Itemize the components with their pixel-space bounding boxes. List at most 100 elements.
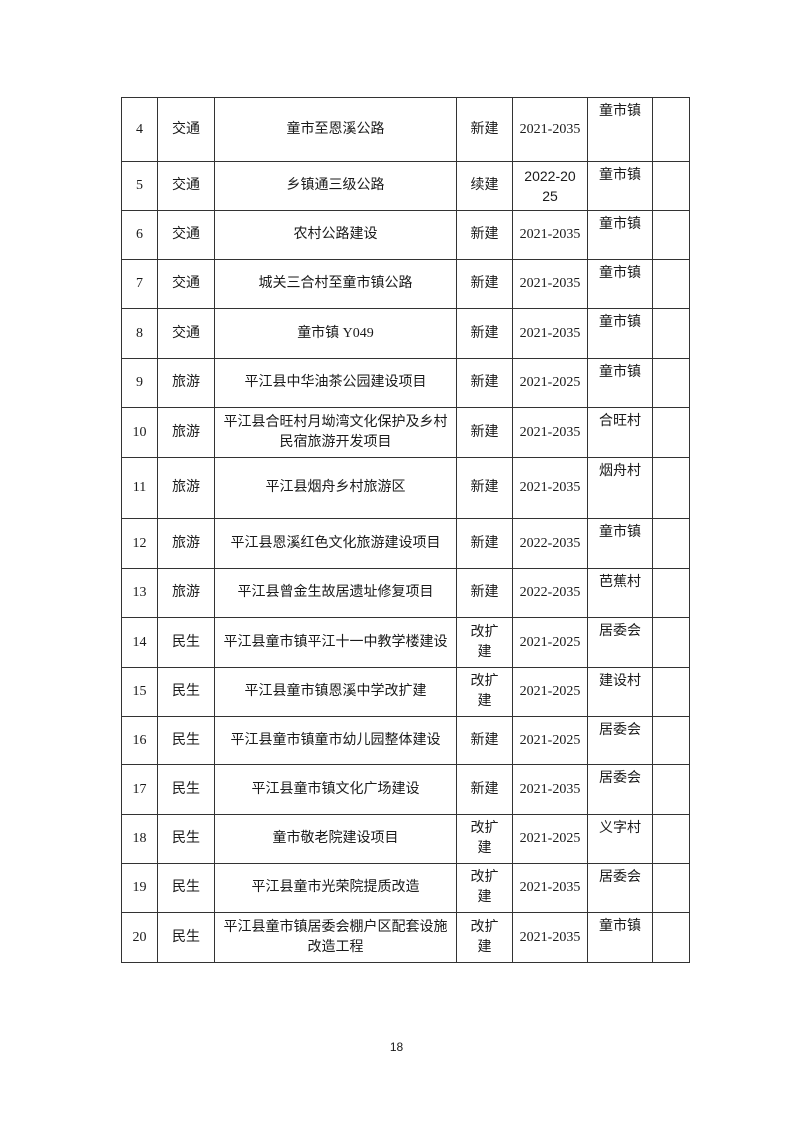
category-cell: 民生	[157, 912, 215, 963]
category-cell: 旅游	[157, 568, 215, 618]
location-cell: 童市镇	[587, 97, 653, 162]
location-cell: 芭蕉村	[587, 568, 653, 618]
project-name-cell: 平江县童市镇文化广场建设	[214, 764, 457, 815]
table-row: 10 旅游 平江县合旺村月坳湾文化保护及乡村民宿旅游开发项目 新建 2021-2035 合…	[121, 407, 690, 458]
period-cell: 2021-2025	[512, 716, 588, 765]
period-cell: 2021-2025	[512, 617, 588, 668]
location-cell: 合旺村	[587, 407, 653, 458]
note-cell	[652, 863, 690, 913]
note-cell	[652, 457, 690, 519]
project-name-cell: 城关三合村至童市镇公路	[214, 259, 457, 309]
category-cell: 民生	[157, 617, 215, 668]
category-cell: 民生	[157, 764, 215, 815]
location-cell: 童市镇	[587, 210, 653, 260]
construction-type-cell: 新建	[456, 97, 513, 162]
row-number: 14	[121, 617, 158, 668]
row-number: 15	[121, 667, 158, 717]
location-cell: 烟舟村	[587, 457, 653, 519]
row-number: 5	[121, 161, 158, 211]
category-cell: 旅游	[157, 457, 215, 519]
project-name-cell: 平江县童市镇居委会棚户区配套设施改造工程	[214, 912, 457, 963]
construction-type-cell: 改扩建	[456, 667, 513, 717]
project-name-cell: 平江县童市镇恩溪中学改扩建	[214, 667, 457, 717]
period-cell: 2021-2035	[512, 764, 588, 815]
row-number: 13	[121, 568, 158, 618]
row-number: 20	[121, 912, 158, 963]
period-cell: 2021-2025	[512, 814, 588, 864]
table-row: 7 交通 城关三合村至童市镇公路 新建 2021-2035 童市镇	[121, 259, 690, 309]
construction-type-cell: 新建	[456, 358, 513, 408]
row-number: 8	[121, 308, 158, 359]
note-cell	[652, 912, 690, 963]
construction-type-cell: 新建	[456, 308, 513, 359]
project-name-cell: 平江县中华油茶公园建设项目	[214, 358, 457, 408]
row-number: 18	[121, 814, 158, 864]
table-row: 15 民生 平江县童市镇恩溪中学改扩建 改扩建 2021-2025 建设村	[121, 667, 690, 717]
period-cell: 2021-2025	[512, 358, 588, 408]
row-number: 6	[121, 210, 158, 260]
table-row: 4 交通 童市至恩溪公路 新建 2021-2035 童市镇	[121, 97, 690, 162]
table-row: 14 民生 平江县童市镇平江十一中教学楼建设 改扩建 2021-2025 居委会	[121, 617, 690, 668]
project-name-cell: 平江县曾金生故居遗址修复项目	[214, 568, 457, 618]
period-cell: 2021-2025	[512, 667, 588, 717]
row-number: 7	[121, 259, 158, 309]
project-name-cell: 平江县童市镇童市幼儿园整体建设	[214, 716, 457, 765]
construction-type-cell: 改扩建	[456, 912, 513, 963]
row-number: 19	[121, 863, 158, 913]
note-cell	[652, 259, 690, 309]
period-cell: 2021-2035	[512, 97, 588, 162]
note-cell	[652, 308, 690, 359]
table-row: 8 交通 童市镇 Y049 新建 2021-2035 童市镇	[121, 308, 690, 359]
row-number: 11	[121, 457, 158, 519]
project-name-cell: 平江县童市光荣院提质改造	[214, 863, 457, 913]
period-cell: 2021-2035	[512, 912, 588, 963]
project-name-cell: 平江县合旺村月坳湾文化保护及乡村民宿旅游开发项目	[214, 407, 457, 458]
category-cell: 旅游	[157, 358, 215, 408]
note-cell	[652, 210, 690, 260]
location-cell: 义字村	[587, 814, 653, 864]
construction-type-cell: 新建	[456, 457, 513, 519]
note-cell	[652, 814, 690, 864]
location-cell: 童市镇	[587, 912, 653, 963]
project-name-cell: 平江县烟舟乡村旅游区	[214, 457, 457, 519]
table-row: 13 旅游 平江县曾金生故居遗址修复项目 新建 2022-2035 芭蕉村	[121, 568, 690, 618]
location-cell: 居委会	[587, 863, 653, 913]
category-cell: 民生	[157, 667, 215, 717]
row-number: 16	[121, 716, 158, 765]
location-cell: 童市镇	[587, 161, 653, 211]
construction-type-cell: 续建	[456, 161, 513, 211]
project-name-cell: 平江县恩溪红色文化旅游建设项目	[214, 518, 457, 569]
note-cell	[652, 518, 690, 569]
location-cell: 童市镇	[587, 358, 653, 408]
location-cell: 居委会	[587, 716, 653, 765]
construction-type-cell: 新建	[456, 210, 513, 260]
note-cell	[652, 161, 690, 211]
location-cell: 童市镇	[587, 308, 653, 359]
table-row: 18 民生 童市敬老院建设项目 改扩建 2021-2025 义字村	[121, 814, 690, 864]
construction-type-cell: 新建	[456, 716, 513, 765]
project-name-cell: 平江县童市镇平江十一中教学楼建设	[214, 617, 457, 668]
project-name-cell: 童市镇 Y049	[214, 308, 457, 359]
row-number: 17	[121, 764, 158, 815]
category-cell: 民生	[157, 716, 215, 765]
table-row: 12 旅游 平江县恩溪红色文化旅游建设项目 新建 2022-2035 童市镇	[121, 518, 690, 569]
construction-type-cell: 新建	[456, 407, 513, 458]
table-row: 6 交通 农村公路建设 新建 2021-2035 童市镇	[121, 210, 690, 260]
table-row: 9 旅游 平江县中华油茶公园建设项目 新建 2021-2025 童市镇	[121, 358, 690, 408]
period-cell: 2021-2035	[512, 457, 588, 519]
period-cell: 2021-2035	[512, 407, 588, 458]
note-cell	[652, 617, 690, 668]
page-number: 18	[389, 1040, 404, 1054]
note-cell	[652, 407, 690, 458]
period-cell: 2022-2035	[512, 518, 588, 569]
note-cell	[652, 97, 690, 162]
period-cell: 2021-2035	[512, 863, 588, 913]
category-cell: 民生	[157, 863, 215, 913]
construction-type-cell: 改扩建	[456, 863, 513, 913]
location-cell: 童市镇	[587, 259, 653, 309]
period-cell: 2022-2035	[512, 568, 588, 618]
note-cell	[652, 764, 690, 815]
category-cell: 旅游	[157, 518, 215, 569]
period-cell: 2021-2035	[512, 259, 588, 309]
table-row: 5 交通 乡镇通三级公路 续建 2022-2025 童市镇	[121, 161, 690, 211]
